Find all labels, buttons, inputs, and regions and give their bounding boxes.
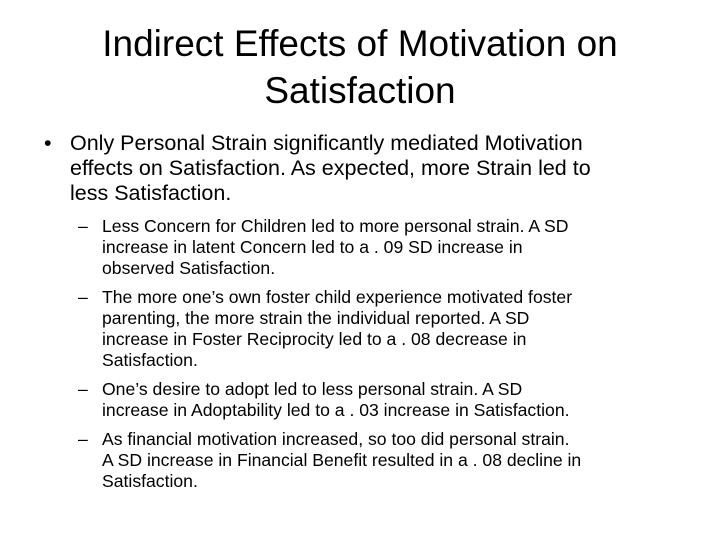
sub-bullet-list: – Less Concern for Children led to more … xyxy=(78,216,678,500)
sub-bullet-reciprocity: – The more one’s own foster child experi… xyxy=(78,287,678,371)
dash-marker: – xyxy=(78,216,88,236)
sub-bullet-financial: – As financial motivation increased, so … xyxy=(78,429,678,492)
sub-bullet-concern: – Less Concern for Children led to more … xyxy=(78,216,678,279)
slide-title: Indirect Effects of Motivation on Satisf… xyxy=(40,20,680,114)
dash-marker: – xyxy=(78,429,88,449)
main-bullet-line: Only Personal Strain significantly media… xyxy=(70,131,583,155)
sub-bullet-line: As financial motivation increased, so to… xyxy=(102,429,570,449)
main-bullet-line: effects on Satisfaction. As expected, mo… xyxy=(70,156,591,180)
sub-bullet-line: observed Satisfaction. xyxy=(102,258,276,278)
title-line: Satisfaction xyxy=(264,70,456,111)
title-line: Indirect Effects of Motivation on xyxy=(102,23,618,64)
sub-bullet-line: Satisfaction. xyxy=(102,471,198,491)
sub-bullet-line: Less Concern for Children led to more pe… xyxy=(102,216,569,236)
sub-bullet-line: increase in Adoptability led to a . 03 i… xyxy=(102,400,570,420)
dash-marker: – xyxy=(78,287,88,307)
sub-bullet-line: increase in latent Concern led to a . 09… xyxy=(102,237,523,257)
sub-bullet-line: One’s desire to adopt led to less person… xyxy=(102,379,523,399)
sub-bullet-line: increase in Foster Reciprocity led to a … xyxy=(102,329,527,349)
main-bullet-line: less Satisfaction. xyxy=(70,181,232,205)
dash-marker: – xyxy=(78,379,88,399)
bullet-marker: • xyxy=(44,131,52,155)
sub-bullet-line: parenting, the more strain the individua… xyxy=(102,308,530,328)
sub-bullet-line: Satisfaction. xyxy=(102,350,198,370)
sub-bullet-adoptability: – One’s desire to adopt led to less pers… xyxy=(78,379,678,421)
sub-bullet-line: A SD increase in Financial Benefit resul… xyxy=(102,450,582,470)
main-bullet: • Only Personal Strain significantly med… xyxy=(44,131,710,206)
sub-bullet-line: The more one’s own foster child experien… xyxy=(102,287,573,307)
